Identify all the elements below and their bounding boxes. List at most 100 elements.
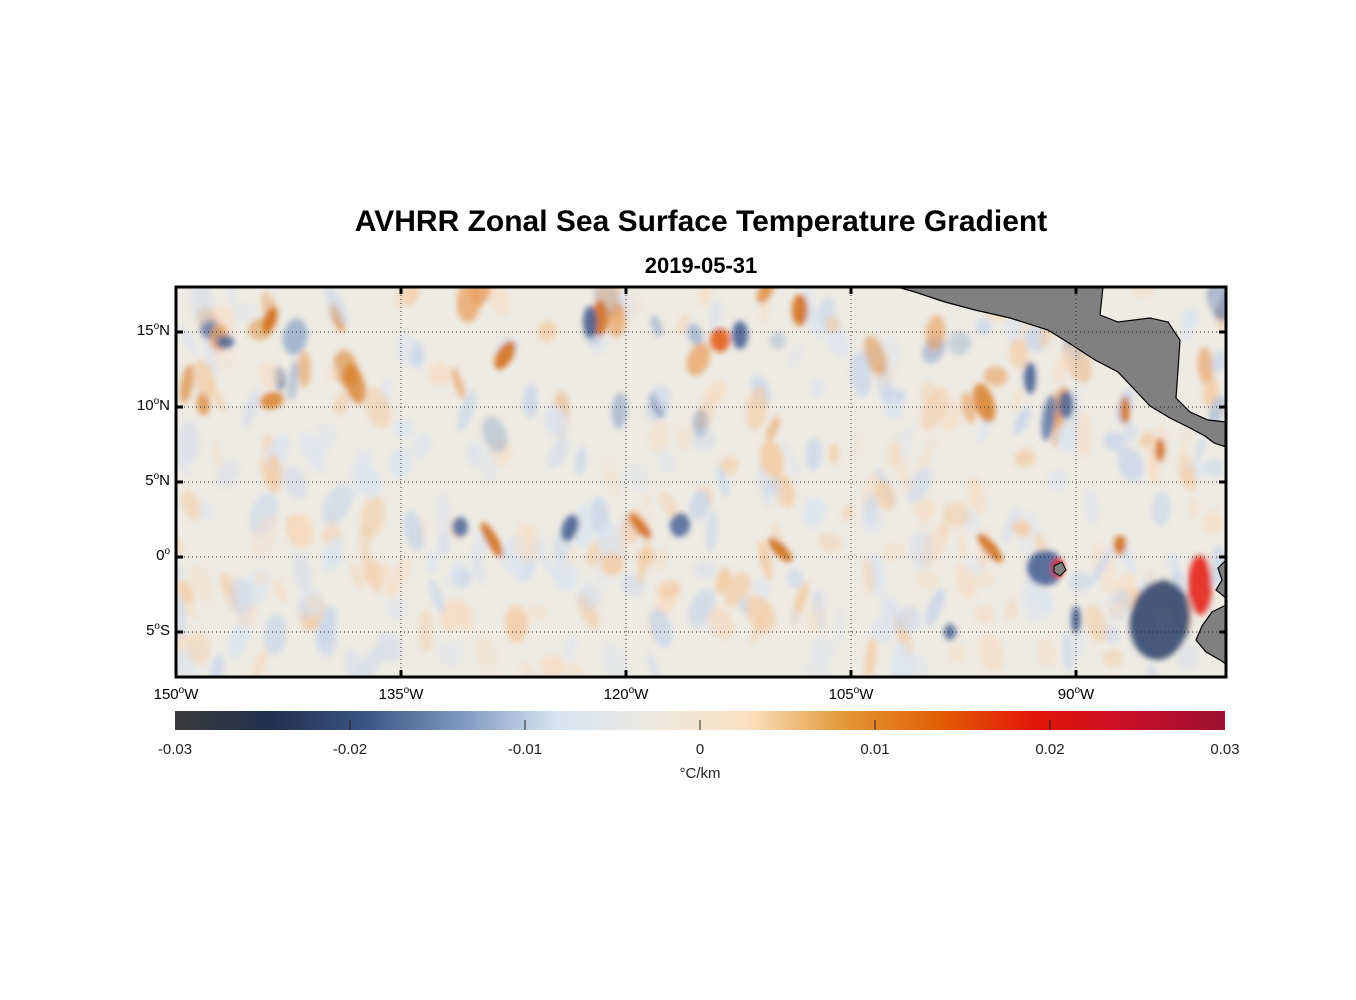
gradient-patch <box>469 530 490 563</box>
gradient-patch <box>504 605 529 643</box>
gradient-patch <box>884 399 904 419</box>
gradient-patch <box>1151 491 1171 526</box>
gradient-patch <box>326 366 339 383</box>
gradient-patch <box>572 502 595 550</box>
gradient-patch <box>1056 425 1077 454</box>
gradient-patch <box>259 391 284 410</box>
gradient-patch <box>350 564 364 590</box>
longitude-label: 150oW <box>153 685 199 704</box>
gradient-patch <box>523 383 538 419</box>
gradient-patch <box>1013 448 1036 468</box>
longitude-label: 90oW <box>1057 685 1095 704</box>
gradient-patch <box>879 595 897 613</box>
gradient-patch <box>802 496 826 529</box>
gradient-patch <box>786 568 804 589</box>
gradient-patch <box>611 392 628 429</box>
gradient-patch <box>958 533 967 561</box>
gradient-patch <box>1012 520 1032 538</box>
gradient-patch <box>640 491 653 513</box>
gradient-patch <box>1085 487 1099 526</box>
gradient-patch <box>715 567 731 594</box>
gradient-patch <box>333 391 349 416</box>
longitude-label: 120oW <box>603 685 649 704</box>
gradient-patch <box>563 634 578 660</box>
gradient-patch <box>1197 347 1214 385</box>
gradient-patch <box>1202 378 1219 407</box>
gradient-patch <box>282 318 308 355</box>
gradient-patch <box>758 539 773 581</box>
gradient-patch <box>864 636 877 677</box>
gradient-patch <box>524 520 539 564</box>
gradient-patch <box>437 492 451 538</box>
gradient-patch <box>719 456 739 475</box>
gradient-feature <box>669 513 691 537</box>
longitude-label: 135oW <box>378 685 424 704</box>
gradient-patch <box>426 549 440 574</box>
gradient-patch <box>1208 395 1226 425</box>
gradient-patch <box>600 457 622 497</box>
gradient-patch <box>1090 547 1113 585</box>
gradient-patch <box>199 502 216 521</box>
gradient-patch <box>381 561 395 602</box>
gradient-patch <box>607 303 627 338</box>
gradient-patch <box>1117 446 1145 482</box>
gradient-patch <box>322 483 353 526</box>
gradient-patch <box>1166 553 1181 573</box>
gradient-patch <box>967 476 986 515</box>
gradient-feature <box>1114 535 1126 555</box>
gradient-feature <box>561 514 579 542</box>
gradient-patch <box>474 631 498 674</box>
gradient-feature <box>1129 580 1191 660</box>
gradient-feature <box>216 335 234 349</box>
gradient-patch <box>811 379 825 398</box>
gradient-patch <box>467 438 485 459</box>
gradient-patch <box>1062 630 1073 673</box>
gradient-patch <box>376 631 402 663</box>
gradient-feature <box>480 522 504 558</box>
gradient-patch <box>946 501 970 528</box>
gradient-patch <box>396 332 416 366</box>
gradient-patch <box>646 652 660 677</box>
gradient-patch <box>917 437 937 473</box>
gradient-patch <box>437 531 450 556</box>
gradient-patch <box>805 438 822 471</box>
gradient-patch <box>920 387 949 431</box>
gradient-patch <box>296 600 309 622</box>
gradient-patch <box>232 301 257 323</box>
gradient-patch <box>961 391 976 424</box>
gradient-patch <box>947 331 972 356</box>
gradient-feature <box>732 321 748 349</box>
gradient-feature <box>767 537 793 563</box>
gradient-patch <box>920 501 930 531</box>
gradient-patch <box>428 362 451 386</box>
gradient-patch <box>525 603 550 622</box>
gradient-patch <box>705 510 718 553</box>
gradient-patch <box>589 334 609 355</box>
colorbar-tick-label: -0.02 <box>332 741 368 758</box>
gradient-patch <box>520 661 539 677</box>
gradient-patch <box>1037 589 1053 616</box>
gradient-patch <box>947 641 968 665</box>
gradient-patch <box>428 578 446 614</box>
gradient-feature <box>583 306 597 338</box>
gradient-patch <box>706 380 727 405</box>
gradient-feature <box>944 624 956 640</box>
gradient-patch <box>290 513 315 548</box>
gradient-patch <box>266 454 282 493</box>
gradient-patch <box>263 614 287 656</box>
gradient-patch <box>973 383 996 423</box>
gradient-patch <box>656 446 675 474</box>
colorbar-tick-label: -0.03 <box>157 741 193 758</box>
gradient-patch <box>789 608 800 625</box>
gradient-patch <box>1101 577 1119 595</box>
gradient-patch <box>258 361 281 389</box>
gradient-patch <box>413 431 432 459</box>
gradient-patch <box>543 405 568 438</box>
gradient-patch <box>176 634 192 652</box>
gradient-patch <box>343 647 366 677</box>
gradient-patch <box>978 633 1005 673</box>
gradient-patch <box>623 463 649 491</box>
galapagos-islands <box>1053 561 1067 577</box>
gradient-patch <box>686 342 711 376</box>
gradient-patch <box>657 580 682 599</box>
